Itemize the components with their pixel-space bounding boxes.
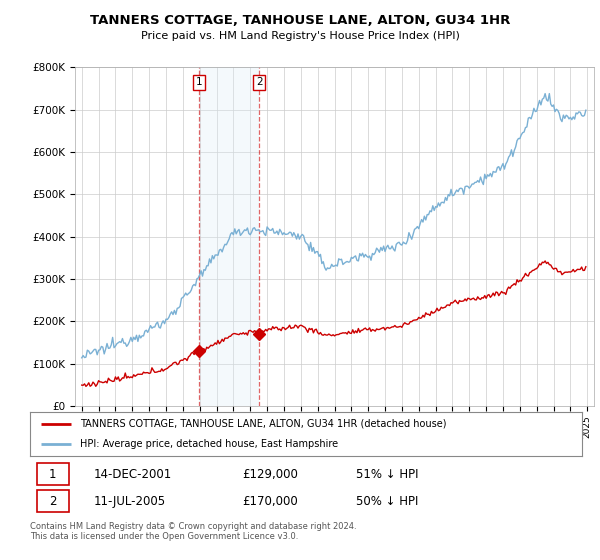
Text: 14-DEC-2001: 14-DEC-2001 (94, 468, 172, 480)
Text: 50% ↓ HPI: 50% ↓ HPI (356, 494, 418, 508)
Text: 1: 1 (196, 77, 202, 87)
Bar (199, 67, 259, 406)
Text: TANNERS COTTAGE, TANHOUSE LANE, ALTON, GU34 1HR: TANNERS COTTAGE, TANHOUSE LANE, ALTON, G… (90, 14, 510, 27)
Text: 11-JUL-2005: 11-JUL-2005 (94, 494, 166, 508)
Text: £129,000: £129,000 (242, 468, 298, 480)
Text: HPI: Average price, detached house, East Hampshire: HPI: Average price, detached house, East… (80, 439, 338, 449)
FancyBboxPatch shape (37, 491, 68, 512)
FancyBboxPatch shape (37, 463, 68, 485)
Text: £170,000: £170,000 (242, 494, 298, 508)
Text: Contains HM Land Registry data © Crown copyright and database right 2024.
This d: Contains HM Land Registry data © Crown c… (30, 522, 356, 542)
Text: 2: 2 (256, 77, 263, 87)
Text: 51% ↓ HPI: 51% ↓ HPI (356, 468, 418, 480)
Text: TANNERS COTTAGE, TANHOUSE LANE, ALTON, GU34 1HR (detached house): TANNERS COTTAGE, TANHOUSE LANE, ALTON, G… (80, 419, 446, 429)
Text: 2: 2 (49, 494, 56, 508)
Text: 1: 1 (49, 468, 56, 480)
Text: Price paid vs. HM Land Registry's House Price Index (HPI): Price paid vs. HM Land Registry's House … (140, 31, 460, 41)
